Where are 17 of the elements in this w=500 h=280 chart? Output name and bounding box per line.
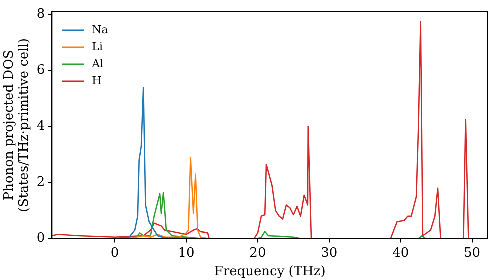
x-axis-title: Frequency (THz) [214,264,326,280]
x-tick-label: 30 [321,246,338,261]
legend-label: Na [92,23,109,36]
x-tick-label: 50 [464,246,481,261]
x-tick-label: 10 [178,246,195,261]
legend-label: H [92,74,102,88]
x-tick-label: 0 [110,246,120,261]
y-tick-label: 8 [36,7,46,22]
x-tick-label: 20 [250,246,266,261]
y-tick-label: 4 [36,119,46,134]
y-axis-title: Phonon projected DOS (States/THz·primitive cell) [2,38,32,212]
y-tick-label: 6 [36,63,46,78]
y-tick-label: 0 [36,231,46,246]
y-tick-label: 2 [36,175,46,190]
legend-label: Al [91,57,104,70]
x-tick-label: 40 [392,246,410,261]
legend-label: Li [92,40,104,54]
